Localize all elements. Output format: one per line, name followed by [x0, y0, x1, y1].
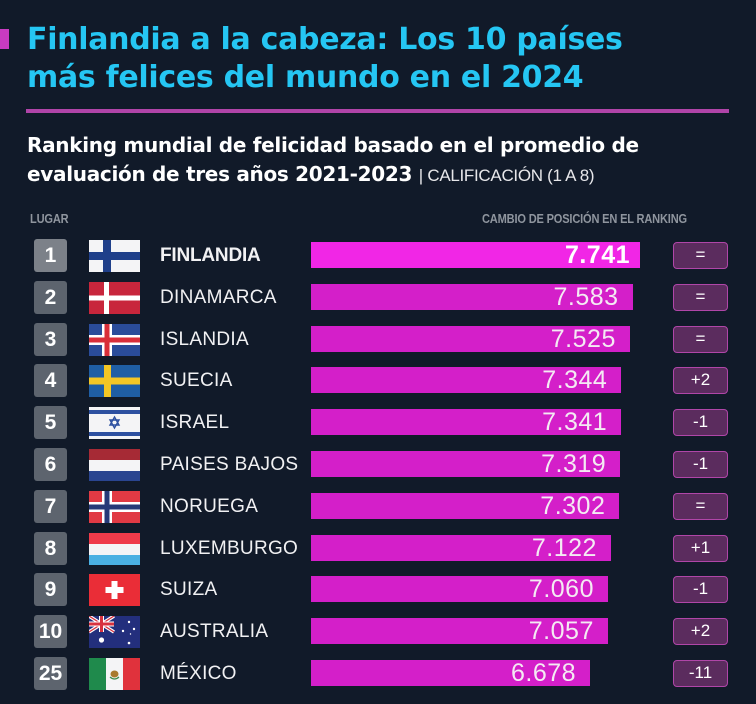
title-accent-mark	[0, 29, 9, 49]
score-bar: 7.341	[311, 408, 622, 437]
score-bar: 7.344	[311, 366, 622, 395]
rank-change-badge: =	[673, 492, 728, 520]
country-label: SUIZA	[160, 579, 218, 601]
rank-change-badge: -1	[673, 451, 728, 478]
ranking-row: 6 PAISES BAJOS 7.319 -1	[0, 448, 756, 481]
country-label: AUSTRALIA	[160, 621, 269, 643]
rank-badge: 8	[34, 531, 67, 565]
rank-change-badge: +2	[673, 618, 728, 646]
title-line-2: más felices del mundo en el 2024	[27, 60, 584, 95]
divider	[26, 109, 729, 113]
rank-badge: 5	[34, 406, 67, 440]
finland-flag-icon	[89, 240, 140, 272]
israel-flag-icon	[89, 407, 140, 440]
switzerland-flag-icon	[89, 574, 140, 607]
score-bar: 7.525	[311, 324, 630, 353]
score-value-label: 7.741	[564, 241, 630, 269]
country-label: ISRAEL	[160, 412, 230, 434]
column-header-place: LUGAR	[30, 211, 69, 226]
score-value-label: 7.057	[528, 617, 594, 646]
rank-change-badge: =	[673, 325, 728, 353]
rank-badge: 1	[34, 239, 67, 272]
score-value-label: 7.302	[540, 491, 606, 520]
score-value-label: 7.344	[542, 366, 608, 395]
score-value-label: 7.060	[528, 575, 594, 604]
title-line-1: Finlandia a la cabeza: Los 10 países	[27, 22, 623, 57]
rank-badge: 3	[34, 322, 67, 356]
rank-change-badge: -1	[673, 576, 728, 604]
rank-badge: 10	[34, 615, 67, 649]
rank-change-badge: -11	[673, 660, 728, 687]
score-value-label: 7.341	[542, 408, 608, 437]
country-label: LUXEMBURGO	[160, 537, 299, 559]
chart-title: Finlandia a la cabeza: Los 10 países más…	[27, 21, 747, 97]
chart-subtitle: Ranking mundial de felicidad basado en e…	[27, 131, 747, 190]
subtitle-note: | CALIFICACIÓN (1 A 8)	[418, 166, 595, 185]
score-bar: 6.678	[311, 659, 591, 687]
rank-change-badge: =	[673, 283, 728, 311]
ranking-row: 10 AUSTRALIA 7.057 +2	[0, 615, 756, 649]
ranking-row: 1 FINLANDIA 7.741 =	[0, 239, 756, 272]
score-value-label: 7.122	[531, 533, 597, 562]
subtitle-line-1: Ranking mundial de felicidad basado en e…	[27, 133, 639, 157]
ranking-row: 8 LUXEMBURGO 7.122 +1	[0, 531, 756, 565]
rank-change-badge: =	[673, 242, 728, 269]
rank-change-badge: -1	[673, 409, 728, 437]
country-label: MÉXICO	[160, 663, 237, 684]
country-label: FINLANDIA	[160, 245, 261, 266]
score-bar: 7.057	[311, 617, 608, 646]
country-label: DINAMARCA	[160, 286, 277, 308]
netherlands-flag-icon	[89, 449, 140, 481]
score-bar: 7.583	[311, 282, 633, 311]
ranking-row: 4 SUECIA 7.344 +2	[0, 364, 756, 398]
score-bar: 7.122	[311, 533, 611, 562]
country-label: ISLANDIA	[160, 328, 249, 350]
column-header-change: CAMBIO DE POSICIÓN EN EL RANKING	[482, 211, 687, 226]
mexico-flag-icon	[89, 658, 140, 690]
rank-badge: 7	[34, 489, 67, 523]
score-value-label: 6.678	[510, 659, 577, 687]
rank-badge: 4	[34, 364, 67, 398]
subtitle-line-2: evaluación de tres años 2021-2023	[27, 162, 413, 186]
ranking-row: 7 NORUEGA 7.302 =	[0, 489, 756, 523]
ranking-row: 3 ISLANDIA 7.525 =	[0, 322, 756, 356]
rank-badge: 9	[34, 573, 67, 607]
score-bar: 7.319	[311, 450, 621, 478]
ranking-row: 5 ISRAEL 7.341 -1	[0, 406, 756, 440]
country-label: PAISES BAJOS	[160, 454, 299, 475]
sweden-flag-icon	[89, 365, 140, 398]
ranking-row: 25 MÉXICO 6.678 -11	[0, 657, 756, 690]
australia-flag-icon	[89, 616, 140, 649]
ranking-row: 9 SUIZA 7.060 -1	[0, 573, 756, 607]
score-value-label: 7.525	[550, 324, 616, 353]
denmark-flag-icon	[89, 281, 140, 314]
ranking-row: 2 DINAMARCA 7.583 =	[0, 280, 756, 314]
luxembourg-flag-icon	[89, 532, 140, 565]
rank-badge: 2	[34, 280, 67, 314]
iceland-flag-icon	[89, 323, 140, 356]
rank-badge: 25	[34, 657, 67, 690]
score-bar: 7.060	[311, 575, 608, 604]
score-value-label: 7.319	[541, 450, 607, 478]
rank-change-badge: +2	[673, 367, 728, 395]
country-label: NORUEGA	[160, 495, 259, 517]
rank-change-badge: +1	[673, 534, 728, 562]
norway-flag-icon	[89, 490, 140, 523]
rank-badge: 6	[34, 448, 67, 481]
score-value-label: 7.583	[553, 282, 619, 311]
country-label: SUECIA	[160, 370, 233, 392]
score-bar: 7.302	[311, 491, 620, 520]
score-bar: 7.741	[311, 241, 640, 269]
